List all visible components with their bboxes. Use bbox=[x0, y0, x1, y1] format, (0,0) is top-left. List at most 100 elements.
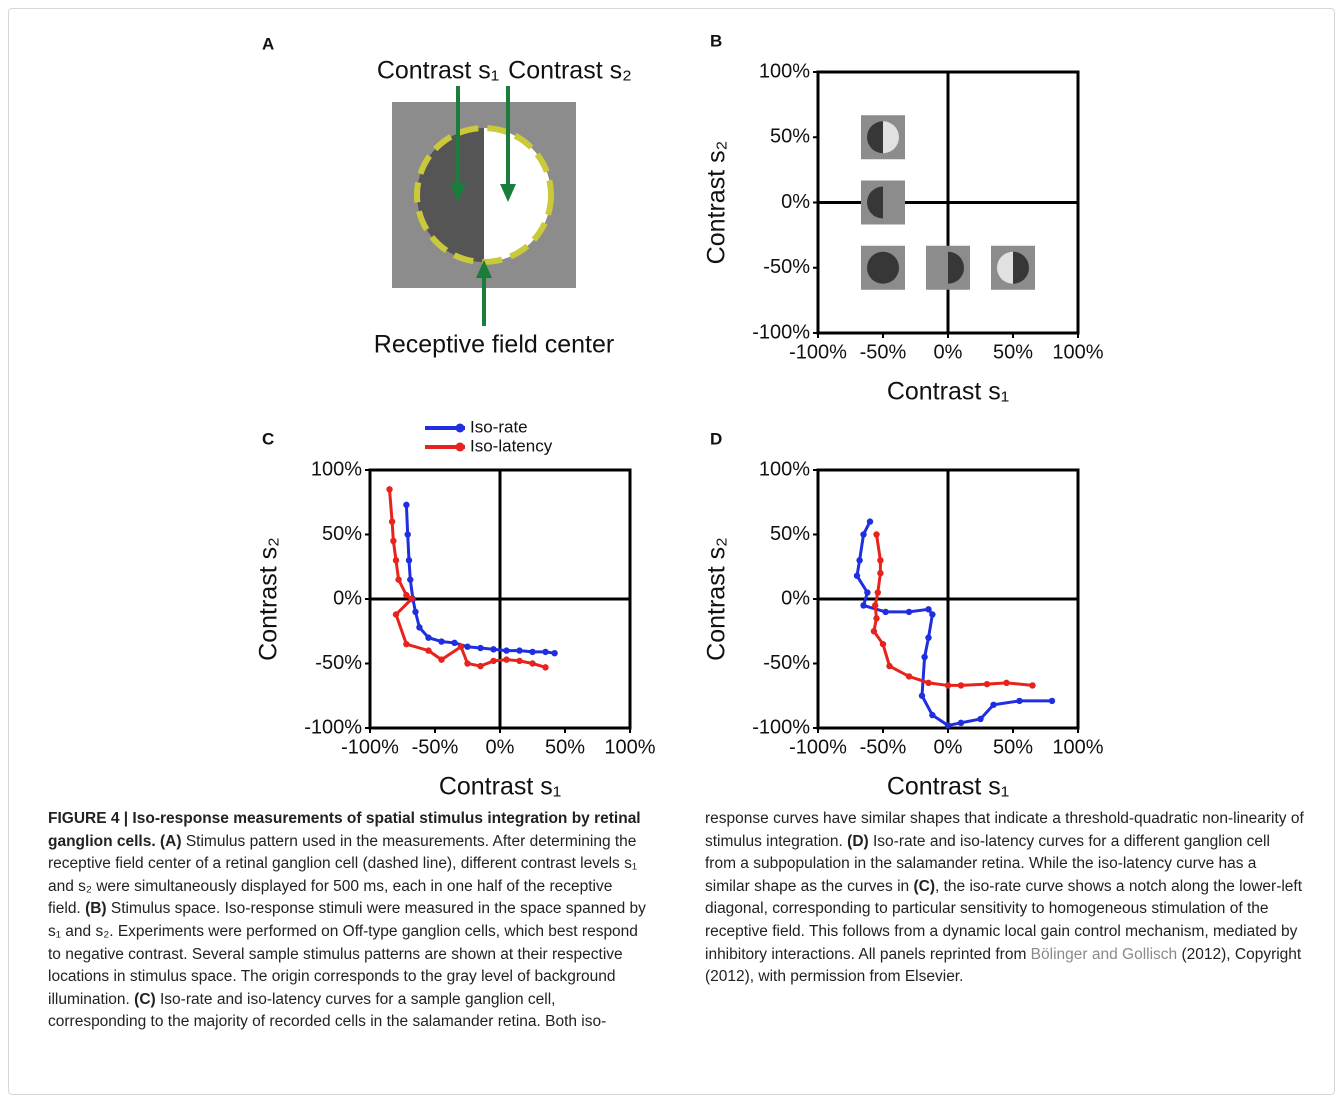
caption-text: Iso-rate and iso-latency curves for a sa… bbox=[48, 810, 1304, 1031]
icon-left-half bbox=[867, 121, 883, 154]
point bbox=[877, 557, 884, 564]
point bbox=[944, 682, 952, 689]
point bbox=[425, 647, 432, 654]
point bbox=[925, 634, 932, 641]
y-tick-label: 100% bbox=[311, 458, 362, 480]
x-tick-label: -100% bbox=[789, 341, 847, 363]
y-axis-title: Contrast s₂ bbox=[703, 537, 731, 661]
point bbox=[929, 611, 936, 618]
y-tick-label: -50% bbox=[763, 652, 810, 674]
caption-title: FIGURE 4 | Iso-response measurements of … bbox=[48, 810, 641, 850]
point bbox=[977, 715, 984, 723]
arrows bbox=[450, 86, 516, 326]
chart-panel: B Contrast s₁ Contrast s₂ -100% -50% 0% 50% 100… bbox=[703, 31, 1104, 405]
y-tick-label: -50% bbox=[763, 256, 810, 278]
point bbox=[905, 608, 913, 616]
right-half bbox=[484, 128, 551, 262]
point bbox=[879, 640, 887, 648]
panel-reference: (B) bbox=[85, 900, 107, 918]
y-tick-label: 50% bbox=[322, 523, 362, 545]
legend-label: Iso-latency bbox=[470, 436, 553, 455]
point bbox=[1003, 679, 1010, 687]
point bbox=[438, 638, 445, 645]
legend-label: Iso-rate bbox=[470, 417, 528, 436]
chart-panel: D Contrast s₁ Contrast s₂ -100% -50% 0% 50% 100… bbox=[703, 429, 1104, 800]
point bbox=[886, 662, 893, 670]
y-tick-label: -50% bbox=[315, 652, 362, 674]
point bbox=[516, 657, 523, 665]
caption-text: Iso-rate and iso-latency curves for a di… bbox=[705, 832, 1270, 895]
point bbox=[388, 518, 396, 525]
y-tick-label: 50% bbox=[770, 523, 810, 545]
point bbox=[925, 606, 932, 613]
x-tick-label: 50% bbox=[993, 736, 1033, 758]
point bbox=[464, 643, 471, 650]
x-tick-label: 100% bbox=[1052, 341, 1103, 363]
point bbox=[957, 682, 965, 689]
point bbox=[403, 591, 410, 599]
point bbox=[870, 628, 878, 635]
x-tick-label: 50% bbox=[545, 736, 585, 758]
point bbox=[477, 662, 484, 670]
x-tick-label: -50% bbox=[860, 736, 907, 758]
panel-label: C bbox=[262, 429, 274, 448]
stimulus-icon bbox=[861, 180, 905, 225]
point bbox=[944, 722, 952, 729]
point bbox=[390, 537, 397, 545]
x-tick-label: 50% bbox=[993, 341, 1033, 363]
caption-text: Stimulus space. Iso-response stimuli wer… bbox=[48, 900, 646, 1008]
point bbox=[490, 646, 497, 653]
x-tick-label: 0% bbox=[934, 736, 963, 758]
x-tick-label: -50% bbox=[860, 341, 907, 363]
icon-right-half bbox=[948, 251, 964, 284]
x-tick-label: -100% bbox=[789, 736, 847, 758]
point bbox=[921, 653, 928, 661]
point bbox=[529, 648, 536, 656]
point bbox=[925, 679, 932, 687]
caption-text: , the iso-rate curve shows a notch along… bbox=[705, 877, 1303, 963]
point bbox=[490, 657, 497, 665]
point bbox=[516, 647, 523, 654]
point bbox=[551, 649, 558, 657]
panel-reference: (C) bbox=[134, 990, 156, 1008]
x-axis-title: Contrast s₁ bbox=[887, 378, 1009, 406]
point bbox=[403, 501, 410, 509]
y-tick-label: 0% bbox=[781, 191, 810, 213]
y-axis-title: Contrast s₂ bbox=[703, 141, 731, 265]
icon-left-half bbox=[867, 186, 883, 219]
stimulus-icon bbox=[861, 245, 905, 290]
point bbox=[529, 660, 536, 667]
point bbox=[873, 615, 880, 622]
icon-left-half bbox=[997, 251, 1013, 284]
icon-left-half bbox=[867, 251, 883, 284]
x-tick-label: 0% bbox=[486, 736, 515, 758]
x-tick-label: 100% bbox=[1052, 736, 1103, 758]
chart-panel: C Contrast s₁ Contrast s₂ -100% -50% 0% 50% 100… bbox=[255, 417, 656, 800]
point bbox=[392, 611, 400, 618]
x-tick-label: 0% bbox=[934, 341, 963, 363]
icon-right-half bbox=[883, 251, 899, 284]
point bbox=[990, 701, 997, 708]
caption-text: (2012), Copyright (2012), with permissio… bbox=[705, 945, 1302, 986]
x-tick-label: -100% bbox=[341, 736, 399, 758]
point bbox=[503, 656, 510, 663]
point bbox=[407, 576, 414, 583]
point bbox=[464, 660, 471, 667]
point bbox=[542, 648, 549, 656]
point bbox=[1029, 682, 1036, 689]
panel-reference: (C) bbox=[913, 877, 936, 895]
panel-a: A Contrast s₁ Contrast s₂ Receptive fiel… bbox=[262, 34, 632, 358]
label-left: Contrast s₁ bbox=[377, 57, 499, 85]
legend-marker bbox=[455, 423, 465, 433]
y-tick-label: -100% bbox=[752, 321, 810, 343]
figure-frame bbox=[8, 8, 1335, 1095]
stimulus-icon bbox=[991, 245, 1035, 290]
label-bottom: Receptive field center bbox=[374, 331, 614, 359]
point bbox=[856, 557, 863, 564]
figure: A Contrast s₁ Contrast s₂ Receptive fiel… bbox=[255, 31, 1104, 800]
point bbox=[477, 644, 484, 652]
y-tick-label: 100% bbox=[759, 60, 810, 82]
x-tick-label: -50% bbox=[412, 736, 459, 758]
point bbox=[874, 589, 881, 596]
point bbox=[542, 664, 549, 671]
